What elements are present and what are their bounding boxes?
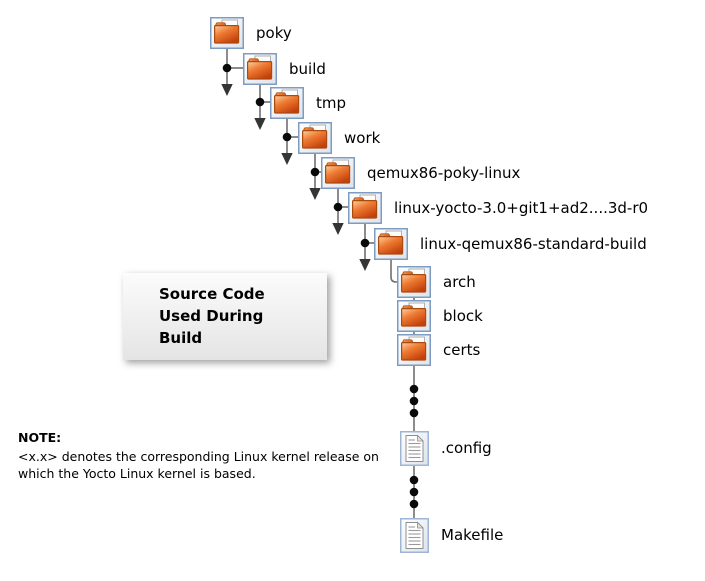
folder-icon [397,266,431,298]
tree-node-label: work [344,128,381,147]
arrow-down-icon [281,153,293,165]
tree-node-linux-qemux86-standard-build: linux-qemux86-standard-build [374,228,647,260]
arrow-down-icon [254,118,266,130]
tree-node-label: linux-qemux86-standard-build [420,234,647,253]
tree-node-build: build [243,53,326,85]
tree-node-label: build [289,59,326,78]
folder-icon [298,122,332,154]
tree-node-arch: arch [397,266,476,298]
folder-icon [243,53,277,85]
note-body-line: which the Yocto Linux kernel is based. [18,466,256,481]
folder-icon [397,300,431,332]
callout-line: Source Code [159,285,265,303]
note-body-line: <x.x> denotes the corresponding Linux ke… [18,449,379,464]
folder-icon [270,87,304,119]
file-icon [400,518,429,553]
tree-node-block: block [397,300,483,332]
tree-node-work: work [298,122,380,154]
tree-node-linux-yocto: linux-yocto-3.0+git1+ad2....3d-r0 [348,192,648,224]
arrow-down-icon [221,84,233,96]
folder-icon [374,228,408,260]
tree-node-label: Makefile [441,526,504,545]
arrow-down-icon [359,259,371,271]
tree-node-label: block [443,306,483,325]
callout-line: Build [159,329,203,347]
tree-node-certs: certs [397,334,480,366]
folder-icon [397,334,431,366]
callout-line: Used During [159,307,264,325]
tree-node-label: poky [256,23,292,42]
tree-node-label: linux-yocto-3.0+git1+ad2....3d-r0 [394,198,649,217]
tree-node-label: arch [443,272,476,291]
folder-icon [210,17,244,49]
tree-node-config: .config [400,431,492,466]
note-heading: NOTE: [18,430,62,445]
callout-source-code: Source Code Used During Build [123,273,327,360]
folder-icon [321,157,355,189]
arrow-down-icon [332,223,344,235]
folder-icon [348,192,382,224]
arrow-down-icon [309,188,321,200]
tree-node-makefile: Makefile [400,518,503,553]
tree-node-qemux86-poky-linux: qemux86-poky-linux [321,157,520,189]
tree-node-label: certs [443,340,481,359]
tree-node-label: tmp [316,93,347,112]
tree-node-label: qemux86-poky-linux [367,163,521,182]
tree-node-poky: poky [210,17,292,49]
file-icon [400,431,429,466]
note: NOTE: <x.x> denotes the corresponding Li… [18,430,380,482]
tree-node-tmp: tmp [270,87,346,119]
tree-node-label: .config [441,439,492,458]
